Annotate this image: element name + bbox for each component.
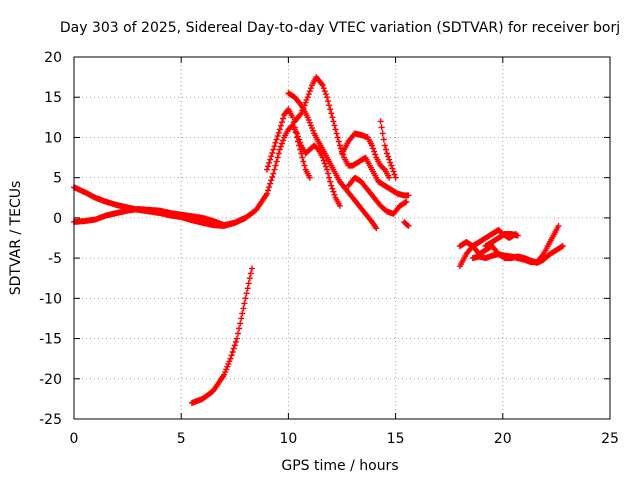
data-point-markers [469, 222, 562, 266]
grid [74, 57, 610, 419]
y-tick-label: -20 [39, 372, 62, 388]
y-tick-label: -5 [48, 251, 62, 267]
series-track-c [188, 265, 255, 406]
y-tick-label: 10 [44, 130, 62, 146]
axis-ticks: 0 5 10 15 20 25 -25 -20 -15 -10 -5 0 5 10 15 20 [39, 50, 619, 447]
y-tick-label: 20 [44, 50, 62, 66]
x-tick-label: 25 [601, 431, 619, 447]
x-tick-label: 5 [177, 431, 186, 447]
series-track-g [339, 130, 393, 181]
x-tick-label: 20 [494, 431, 512, 447]
x-tick-label: 15 [387, 431, 405, 447]
series-track-b [71, 206, 249, 229]
x-axis-label: GPS time / hours [281, 458, 398, 474]
data-marks [71, 74, 566, 406]
data-point-markers [188, 265, 255, 406]
data-point-markers [71, 206, 249, 229]
data-point-markers [377, 118, 399, 181]
series-track-d [264, 106, 313, 181]
series-track-n [482, 231, 521, 249]
data-point-markers [264, 106, 313, 181]
y-tick-label: 5 [53, 171, 62, 187]
chart-title: Day 303 of 2025, Sidereal Day-to-day VTE… [60, 20, 620, 36]
series-track-m [469, 222, 562, 266]
y-tick-label: -15 [39, 332, 62, 348]
y-tick-label: 15 [44, 90, 62, 106]
plot-frame [73, 56, 611, 420]
series-track-f [291, 74, 412, 199]
y-tick-label: 0 [53, 211, 62, 227]
data-point-markers [339, 130, 393, 181]
y-tick-label: -10 [39, 291, 62, 307]
data-point-markers [285, 90, 380, 232]
data-point-markers [482, 231, 521, 249]
y-tick-label: -25 [39, 412, 62, 428]
series-track-j [401, 218, 412, 229]
y-axis-label: SDTVAR / TECUs [8, 181, 24, 296]
data-point-markers [291, 74, 412, 199]
data-point-markers [401, 218, 412, 229]
x-tick-label: 0 [70, 431, 79, 447]
x-tick-label: 10 [279, 431, 297, 447]
series-track-i [377, 118, 399, 181]
series-track-h [345, 174, 410, 217]
series-track-e [285, 90, 380, 232]
data-point-markers [345, 174, 410, 217]
